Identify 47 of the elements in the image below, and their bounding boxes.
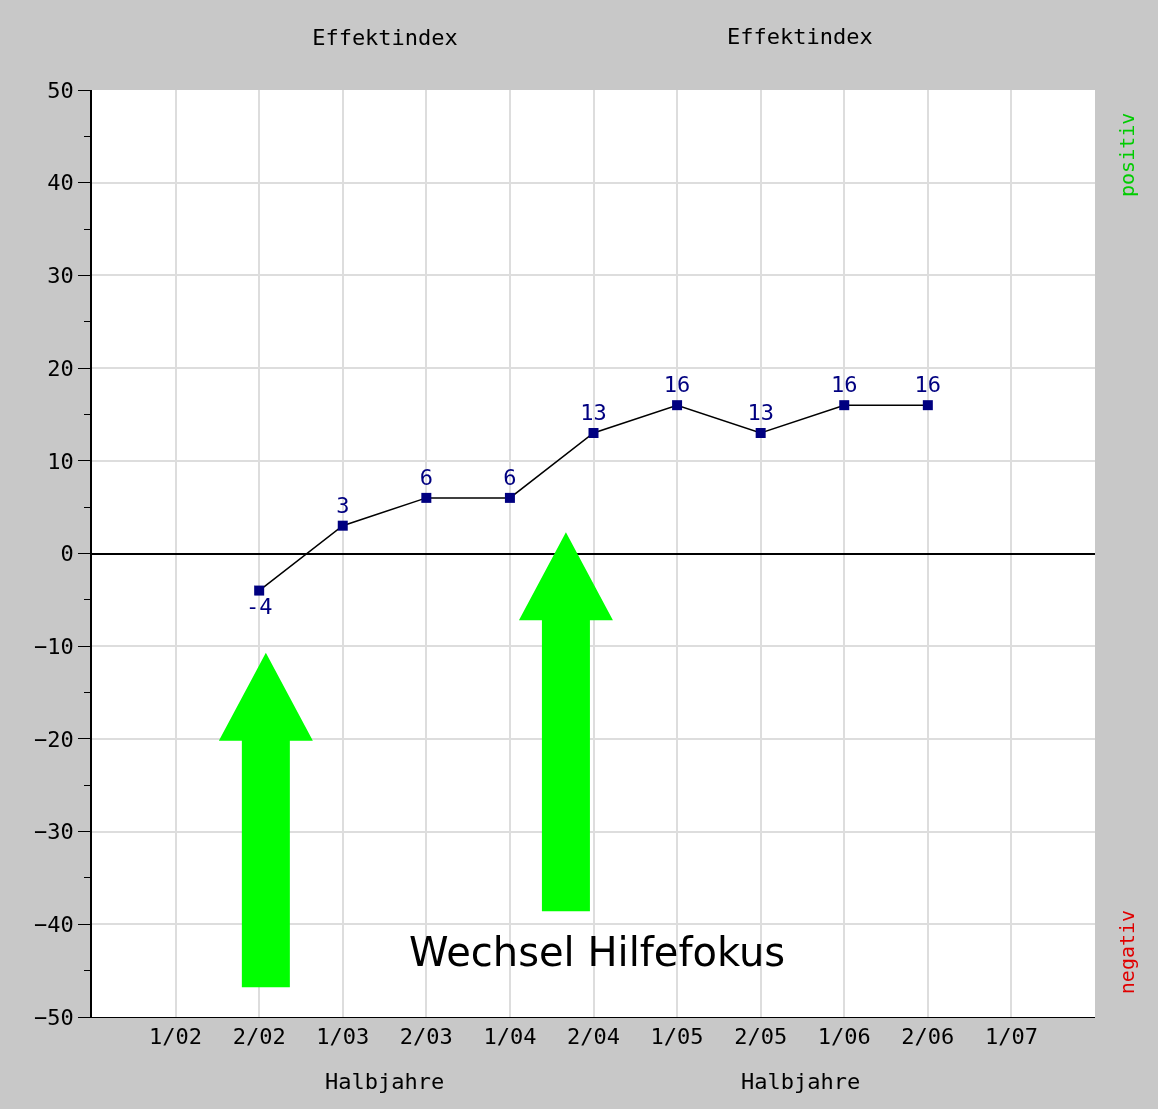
y-tick-label: 20: [47, 355, 74, 381]
x-tick-label: 2/04: [567, 1024, 620, 1050]
x-tick-label: 1/06: [817, 1024, 871, 1050]
x-tick-label: 2/05: [734, 1024, 788, 1050]
point: [421, 492, 432, 503]
x-tick-label: 1/07: [984, 1024, 1038, 1050]
data-label: -4: [245, 594, 273, 620]
x-axis-title: Halbjahre: [325, 1069, 445, 1094]
x-tick-label: 2/02: [232, 1024, 286, 1050]
y-tick-label: −10: [34, 633, 74, 659]
y-tick-label: −30: [34, 819, 74, 845]
data-label: 6: [419, 465, 433, 491]
point: [504, 492, 515, 503]
point: [922, 400, 933, 411]
point: [254, 585, 265, 596]
data-label: 13: [580, 400, 607, 426]
chart-title: Effektindex: [312, 24, 458, 50]
data-label: 13: [747, 400, 774, 426]
text: negativ: [1114, 909, 1139, 995]
point: [337, 520, 348, 531]
point: [755, 427, 766, 438]
x-tick-label: 1/05: [650, 1024, 704, 1050]
y-tick-label: 0: [60, 541, 74, 567]
data-label: 16: [663, 372, 691, 398]
y-tick-label: −40: [34, 912, 74, 937]
text: Effektindex: [727, 24, 873, 49]
data-label: 16: [831, 372, 858, 398]
annotation: Wechsel Hilfefokus: [409, 929, 786, 975]
data-label: 16: [914, 372, 942, 398]
x-tick-label: 1/02: [149, 1024, 203, 1050]
text: positiv: [1115, 112, 1140, 197]
x-tick-label: 1/03: [316, 1024, 370, 1050]
point: [839, 400, 850, 411]
x-tick-label: 2/03: [399, 1024, 453, 1050]
y-tick-label: 30: [47, 263, 74, 289]
y-tick-label: 10: [47, 448, 74, 474]
data-label: 3: [336, 492, 350, 518]
y-tick-label: 40: [47, 170, 74, 196]
x-tick-label: 2/06: [901, 1024, 955, 1050]
text: Halbjahre: [741, 1069, 861, 1094]
x-tick-label: 1/04: [483, 1024, 537, 1050]
point: [672, 400, 683, 411]
y-tick-label: −50: [34, 1004, 74, 1030]
data-label: 6: [503, 465, 517, 491]
y-tick-label: −20: [34, 726, 74, 752]
point: [588, 427, 599, 438]
y-tick-label: 50: [47, 77, 74, 103]
